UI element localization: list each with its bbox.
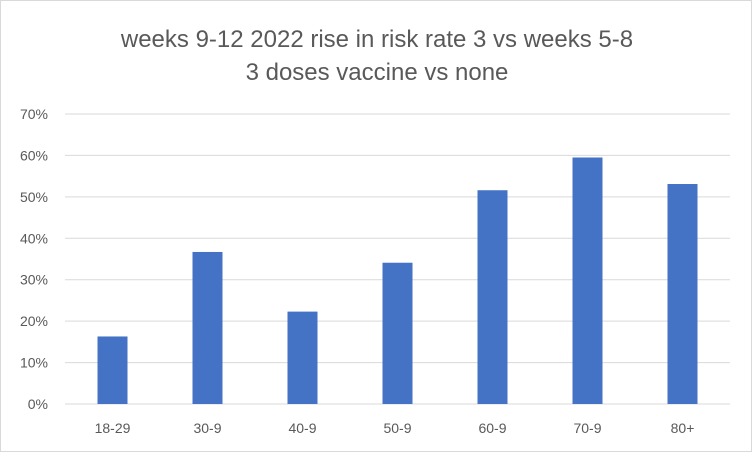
- y-tick-label: 70%: [20, 106, 48, 122]
- bar: [192, 251, 223, 404]
- x-tick-label: 40-9: [288, 420, 316, 436]
- bars: [97, 157, 698, 404]
- x-tick-label: 70-9: [573, 420, 601, 436]
- bar: [287, 311, 318, 404]
- bar: [97, 336, 128, 404]
- bar: [477, 190, 508, 404]
- y-tick-label: 10%: [20, 355, 48, 371]
- chart-title-line-1: weeks 9-12 2022 rise in risk rate 3 vs w…: [120, 26, 633, 53]
- x-tick-label: 50-9: [383, 420, 411, 436]
- y-axis-tick-labels: 0% 10% 20% 30% 40% 50% 60% 70%: [20, 106, 48, 412]
- bar: [382, 262, 413, 404]
- x-tick-label: 18-29: [95, 420, 131, 436]
- y-tick-label: 30%: [20, 272, 48, 288]
- y-tick-label: 20%: [20, 313, 48, 329]
- x-axis-tick-labels: 18-29 30-9 40-9 50-9 60-9 70-9 80+: [95, 420, 695, 436]
- x-tick-label: 30-9: [193, 420, 221, 436]
- x-tick-label: 80+: [671, 420, 695, 436]
- y-tick-label: 40%: [20, 230, 48, 246]
- bar: [572, 157, 603, 404]
- y-tick-label: 60%: [20, 147, 48, 163]
- y-tick-label: 0%: [28, 396, 48, 412]
- bar: [667, 184, 698, 404]
- x-tick-label: 60-9: [478, 420, 506, 436]
- y-tick-label: 50%: [20, 189, 48, 205]
- chart-title-line-2: 3 doses vaccine vs none: [246, 59, 509, 86]
